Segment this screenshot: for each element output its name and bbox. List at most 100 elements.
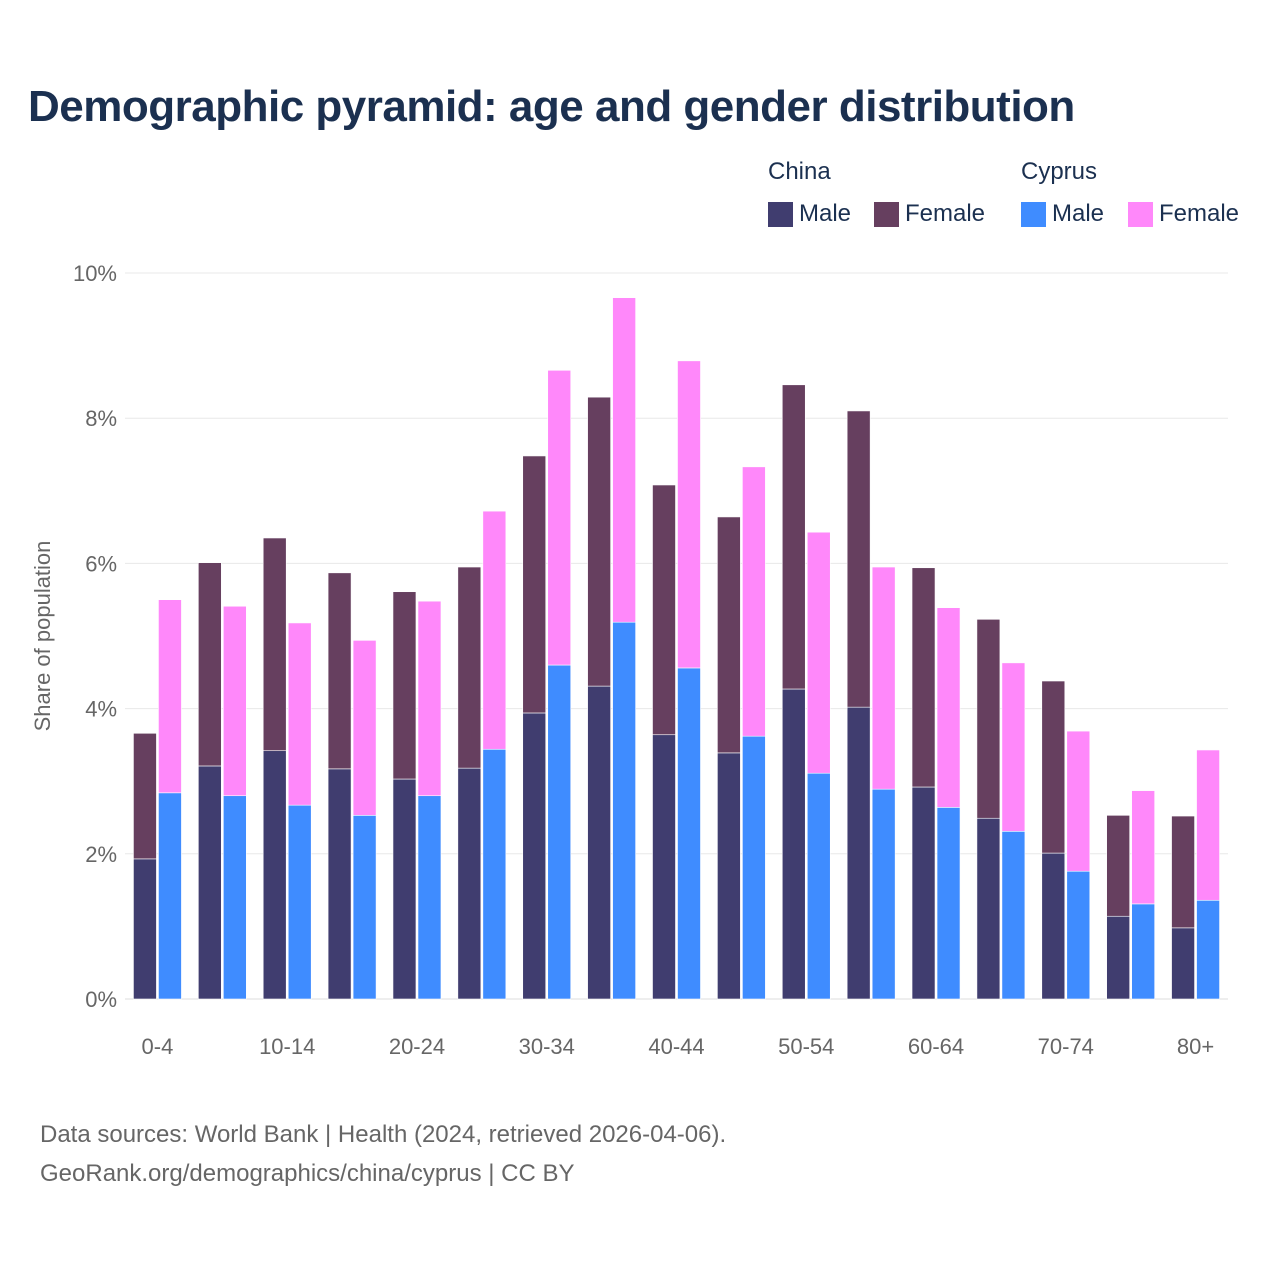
x-tick-label: 10-14 xyxy=(259,1034,315,1059)
legend-cyprus-female: Female xyxy=(1128,200,1239,228)
x-tick-label: 50-54 xyxy=(778,1034,834,1059)
bar-china-male-35-39 xyxy=(587,685,611,1000)
bar-cyprus-female-65-69 xyxy=(1001,662,1026,832)
legend-group-cyprus: Cyprus xyxy=(1021,158,1098,185)
bar-china-female-0-4 xyxy=(133,732,157,860)
bar-cyprus-male-70-74 xyxy=(1066,870,1091,1000)
footer-sources: Data sources: World Bank | Health (2024,… xyxy=(40,1121,727,1148)
bar-china-male-70-74 xyxy=(1041,852,1066,1000)
bar-china-female-15-19 xyxy=(327,572,352,770)
x-tick-label: 40-44 xyxy=(648,1034,704,1059)
y-tick-label: 2% xyxy=(85,842,117,867)
legend-group-china: China xyxy=(768,158,831,185)
footer: Data sources: World Bank | Health (2024,… xyxy=(40,1115,726,1193)
bar-china-male-45-49 xyxy=(717,752,741,1000)
bar-china-female-65-69 xyxy=(976,619,1001,819)
x-tick-label: 60-64 xyxy=(908,1034,964,1059)
bar-cyprus-male-15-19 xyxy=(352,815,377,1000)
bar-china-female-45-49 xyxy=(717,516,741,754)
bar-cyprus-female-70-74 xyxy=(1066,730,1091,872)
bar-china-female-10-14 xyxy=(262,537,287,752)
bar-cyprus-male-80+ xyxy=(1196,899,1220,1000)
legend-swatch xyxy=(768,201,793,227)
bar-cyprus-female-75-79 xyxy=(1131,790,1155,905)
x-tick-label: 30-34 xyxy=(519,1034,575,1059)
bar-china-male-75-79 xyxy=(1106,915,1130,1000)
bar-china-male-65-69 xyxy=(976,817,1001,1000)
bar-china-male-25-29 xyxy=(457,767,482,1000)
bar-cyprus-female-45-49 xyxy=(742,466,766,737)
legend-label: Male xyxy=(799,200,852,227)
chart-title: Demographic pyramid: age and gender dist… xyxy=(28,82,1075,131)
bar-cyprus-female-0-4 xyxy=(158,599,182,794)
bar-china-female-50-54 xyxy=(781,384,806,690)
bar-cyprus-male-10-14 xyxy=(287,804,312,1000)
bar-cyprus-female-55-59 xyxy=(871,566,896,790)
bar-china-female-80+ xyxy=(1171,815,1195,929)
x-tick-label: 70-74 xyxy=(1038,1034,1094,1059)
bar-cyprus-female-10-14 xyxy=(287,622,312,806)
legend-swatch xyxy=(1128,201,1153,227)
y-tick-label: 0% xyxy=(85,987,117,1012)
bar-china-male-30-34 xyxy=(522,712,547,1000)
x-tick-label: 80+ xyxy=(1177,1034,1214,1059)
bar-cyprus-female-80+ xyxy=(1196,749,1220,901)
footer-link: GeoRank.org/demographics/china/cyprus | … xyxy=(40,1160,575,1187)
bar-cyprus-male-50-54 xyxy=(806,772,831,1000)
bar-cyprus-female-40-44 xyxy=(677,360,701,669)
legend-label: Female xyxy=(1159,200,1240,227)
x-tick-label: 20-24 xyxy=(389,1034,445,1059)
bar-china-male-40-44 xyxy=(652,734,676,1000)
bar-china-female-20-24 xyxy=(392,591,417,780)
bar-china-male-60-64 xyxy=(911,786,936,1000)
bar-china-male-10-14 xyxy=(262,750,287,1000)
bar-cyprus-female-5-9 xyxy=(223,605,247,797)
bar-cyprus-male-45-49 xyxy=(742,735,766,1000)
bar-china-male-5-9 xyxy=(198,765,222,1000)
y-axis-label: Share of population xyxy=(30,541,55,732)
legend-label: Female xyxy=(905,200,986,227)
bar-china-female-5-9 xyxy=(198,562,222,767)
y-tick-label: 10% xyxy=(73,261,117,286)
legend-china-female: Female xyxy=(874,200,985,228)
bar-china-female-60-64 xyxy=(911,567,936,788)
bar-cyprus-male-30-34 xyxy=(547,664,572,1000)
bar-cyprus-male-20-24 xyxy=(417,795,442,1000)
bar-cyprus-female-35-39 xyxy=(612,297,636,623)
bar-cyprus-male-75-79 xyxy=(1131,903,1155,1000)
bar-cyprus-male-40-44 xyxy=(677,667,701,1000)
y-tick-label: 4% xyxy=(85,697,117,722)
bar-cyprus-female-50-54 xyxy=(806,531,831,774)
bar-cyprus-female-15-19 xyxy=(352,640,377,816)
bar-china-female-70-74 xyxy=(1041,680,1066,854)
y-tick-label: 6% xyxy=(85,551,117,576)
legend-cyprus-male: Male xyxy=(1021,200,1104,228)
y-tick-label: 8% xyxy=(85,406,117,431)
legend-swatch xyxy=(874,201,899,227)
bar-china-female-75-79 xyxy=(1106,815,1130,917)
bar-cyprus-female-60-64 xyxy=(936,607,961,808)
bar-cyprus-male-25-29 xyxy=(482,748,507,1000)
bar-cyprus-female-25-29 xyxy=(482,510,507,750)
bar-cyprus-female-30-34 xyxy=(547,369,572,666)
legend-china-male: Male xyxy=(768,200,851,228)
bar-china-male-20-24 xyxy=(392,778,417,1000)
bar-china-male-0-4 xyxy=(133,858,157,1000)
bar-cyprus-female-20-24 xyxy=(417,600,442,797)
bar-cyprus-male-60-64 xyxy=(936,807,961,1000)
bar-china-female-55-59 xyxy=(846,410,871,708)
bar-cyprus-male-35-39 xyxy=(612,621,636,1000)
bar-china-male-15-19 xyxy=(327,768,352,1000)
bar-cyprus-male-0-4 xyxy=(158,792,182,1000)
x-tick-label: 0-4 xyxy=(142,1034,174,1059)
bar-cyprus-male-65-69 xyxy=(1001,830,1026,1000)
bar-china-male-80+ xyxy=(1171,927,1195,1000)
bar-china-male-50-54 xyxy=(781,688,806,1000)
bar-cyprus-male-55-59 xyxy=(871,788,896,1000)
legend-swatch xyxy=(1021,201,1046,227)
legend-label: Male xyxy=(1052,200,1105,227)
bar-china-male-55-59 xyxy=(846,706,871,1000)
bar-china-female-40-44 xyxy=(652,484,676,736)
bar-china-female-25-29 xyxy=(457,566,482,769)
